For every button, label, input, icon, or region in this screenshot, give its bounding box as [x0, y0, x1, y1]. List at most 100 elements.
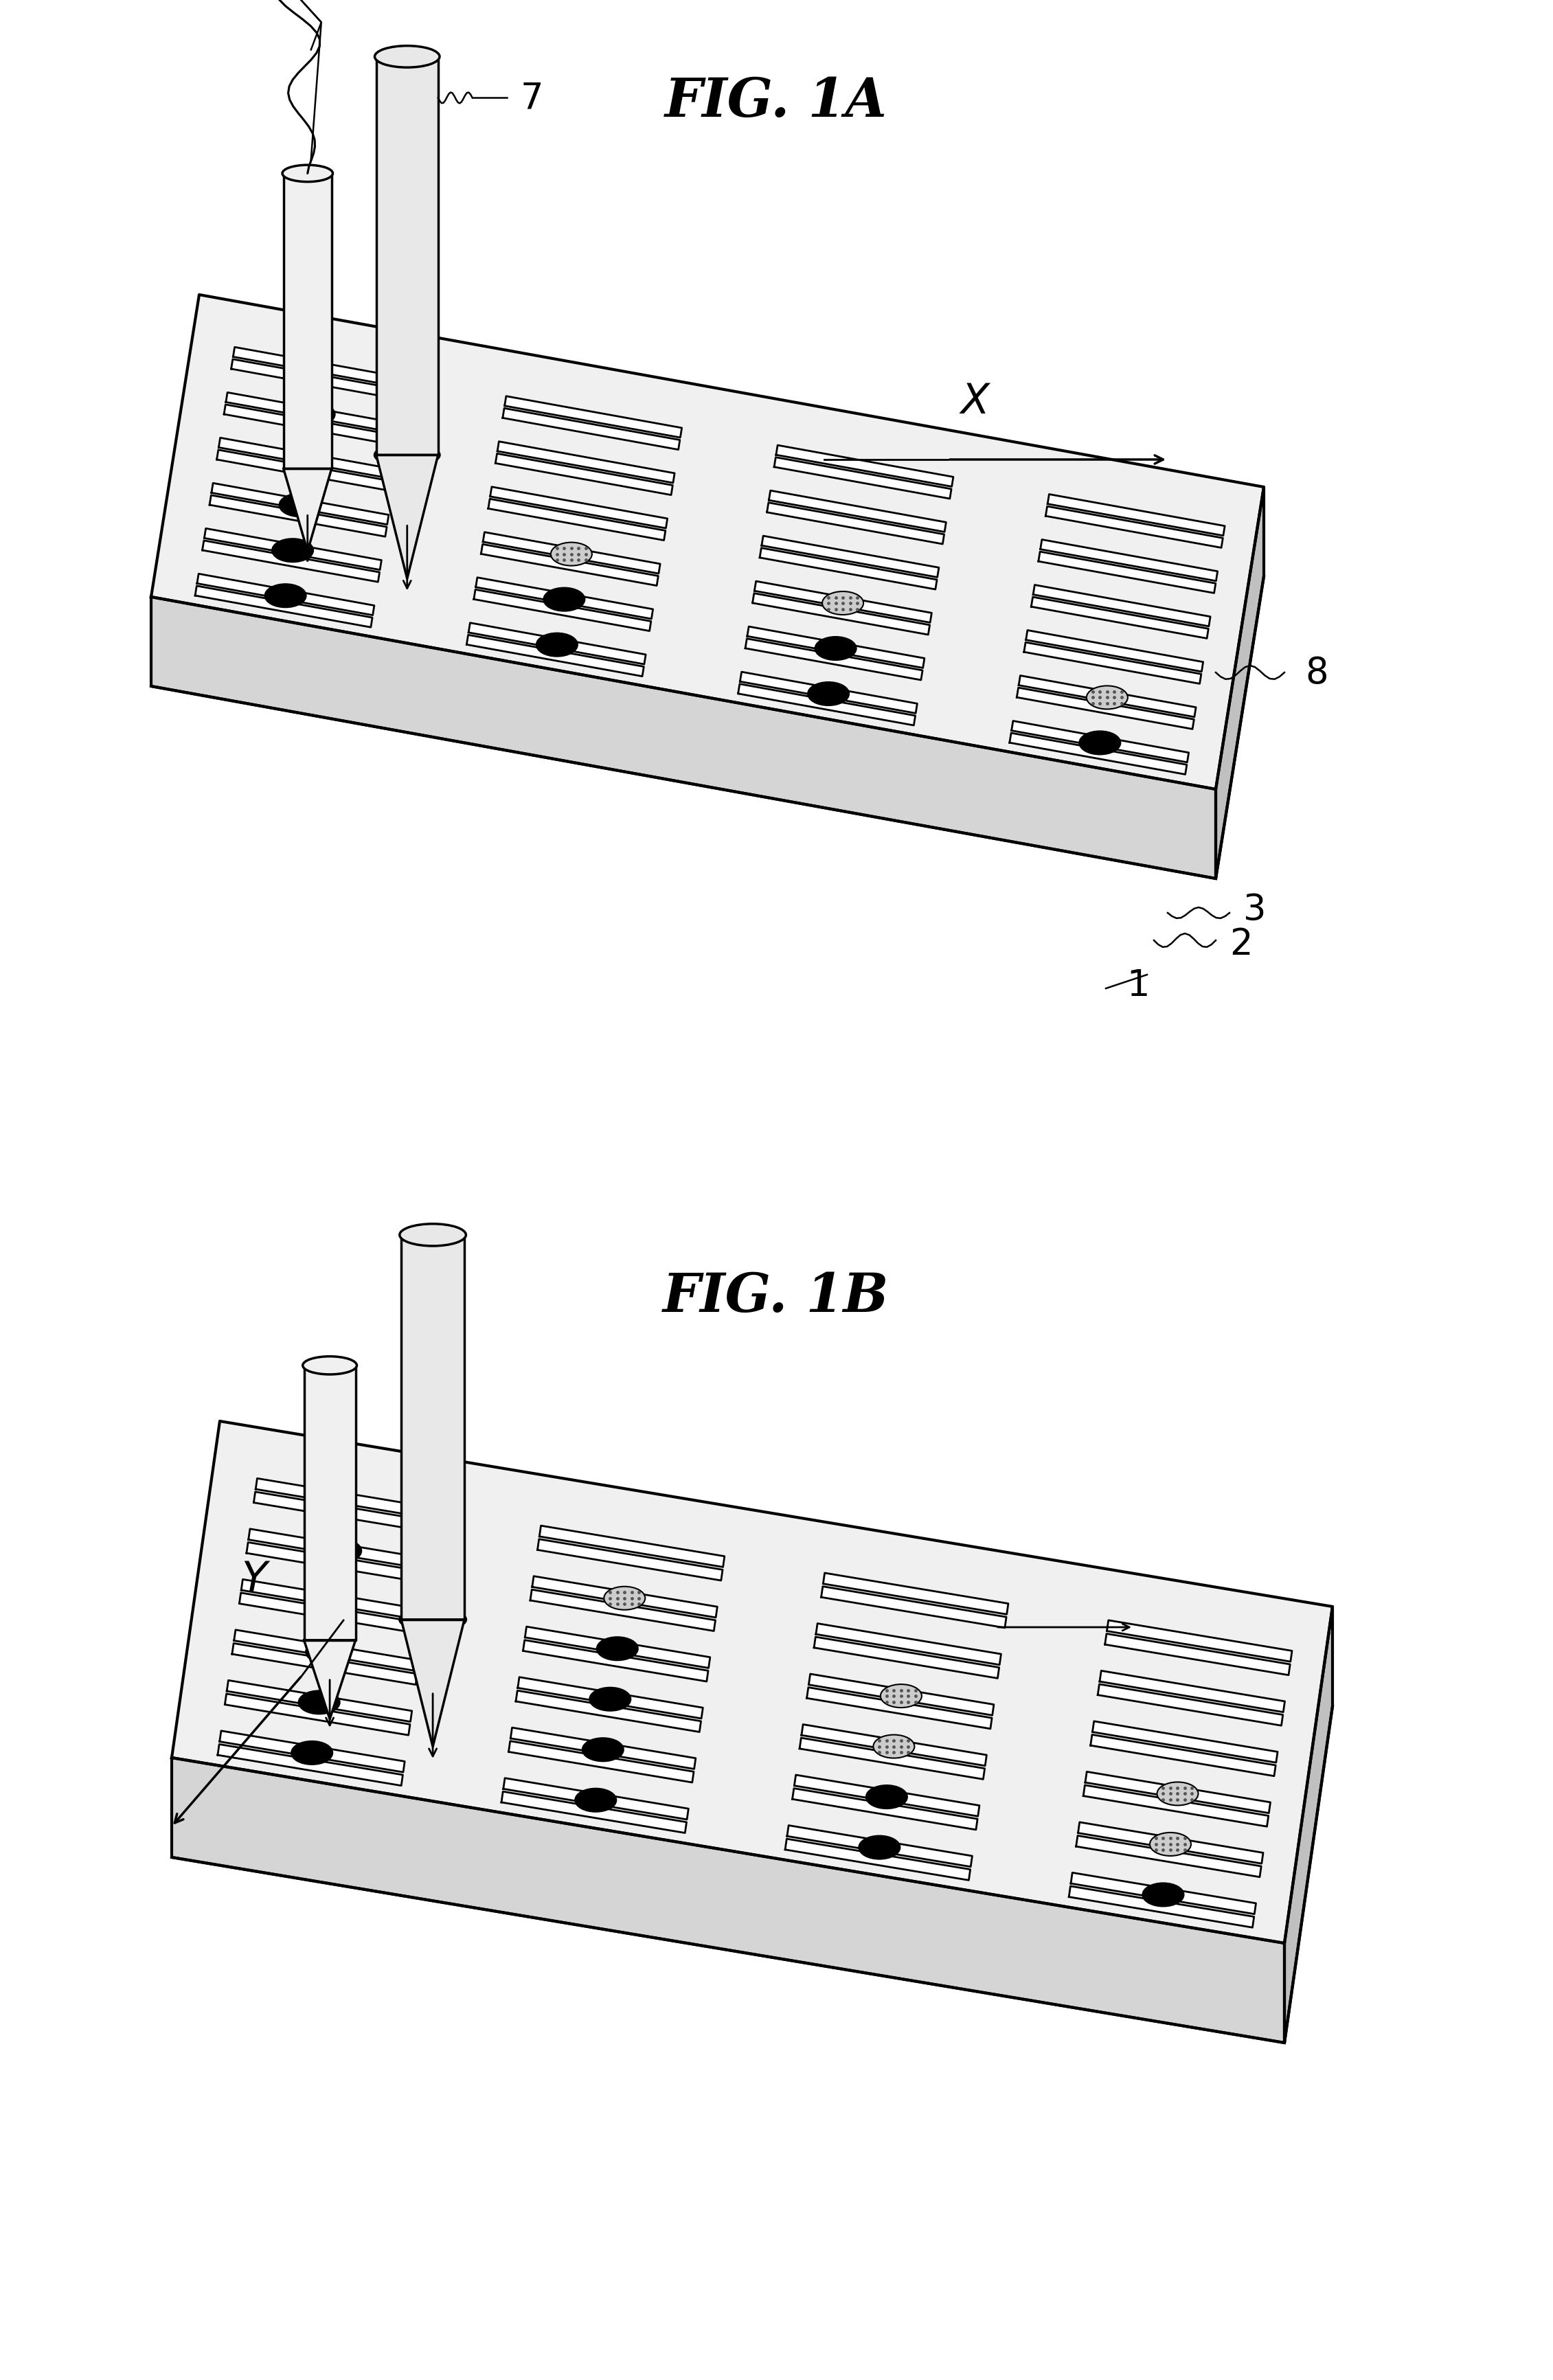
Ellipse shape — [1079, 731, 1121, 754]
Polygon shape — [815, 1623, 1002, 1666]
Ellipse shape — [374, 48, 439, 69]
Ellipse shape — [294, 402, 335, 426]
Polygon shape — [776, 445, 954, 488]
Polygon shape — [401, 1621, 464, 1747]
Polygon shape — [225, 1695, 410, 1735]
Polygon shape — [539, 1526, 725, 1568]
Polygon shape — [488, 500, 666, 540]
Polygon shape — [530, 1590, 716, 1630]
Polygon shape — [210, 495, 387, 538]
Text: 8: 8 — [1305, 655, 1328, 690]
Polygon shape — [376, 57, 438, 455]
Polygon shape — [253, 1492, 439, 1533]
Polygon shape — [794, 1775, 980, 1816]
Polygon shape — [1284, 1606, 1332, 2042]
Polygon shape — [792, 1787, 977, 1830]
Ellipse shape — [374, 445, 439, 466]
Polygon shape — [747, 626, 924, 669]
Text: FIG. 1A: FIG. 1A — [665, 76, 887, 129]
Polygon shape — [466, 635, 644, 676]
Ellipse shape — [292, 1742, 332, 1764]
Polygon shape — [227, 1680, 412, 1721]
Ellipse shape — [286, 447, 328, 471]
Ellipse shape — [575, 1790, 617, 1811]
Polygon shape — [205, 528, 382, 571]
Polygon shape — [1107, 1621, 1292, 1661]
Polygon shape — [769, 490, 946, 533]
Polygon shape — [1104, 1635, 1291, 1676]
Polygon shape — [1100, 1671, 1284, 1711]
Polygon shape — [233, 347, 410, 388]
Polygon shape — [1033, 585, 1210, 626]
Polygon shape — [738, 685, 915, 726]
Ellipse shape — [1087, 685, 1127, 709]
Ellipse shape — [399, 1223, 466, 1247]
Polygon shape — [217, 1745, 402, 1785]
Polygon shape — [1078, 1823, 1263, 1864]
Polygon shape — [241, 1580, 427, 1621]
Text: 1: 1 — [1126, 969, 1149, 1004]
Polygon shape — [516, 1690, 700, 1733]
Polygon shape — [217, 450, 394, 493]
Polygon shape — [517, 1678, 704, 1718]
Polygon shape — [231, 359, 408, 402]
Polygon shape — [1216, 488, 1264, 878]
Ellipse shape — [298, 1690, 340, 1714]
Polygon shape — [1076, 1835, 1261, 1878]
Ellipse shape — [306, 1640, 346, 1664]
Text: 7: 7 — [520, 81, 544, 117]
Polygon shape — [248, 1528, 433, 1571]
Polygon shape — [741, 671, 918, 714]
Polygon shape — [745, 640, 922, 681]
Polygon shape — [503, 409, 680, 450]
Ellipse shape — [283, 167, 332, 183]
Polygon shape — [1041, 540, 1218, 581]
Ellipse shape — [867, 1785, 907, 1809]
Polygon shape — [197, 574, 374, 616]
Polygon shape — [284, 174, 332, 469]
Ellipse shape — [1157, 1783, 1199, 1806]
Ellipse shape — [314, 1590, 354, 1614]
Polygon shape — [196, 585, 373, 628]
Polygon shape — [211, 483, 388, 526]
Polygon shape — [172, 1421, 1332, 1944]
Polygon shape — [475, 578, 652, 619]
Polygon shape — [304, 1366, 356, 1640]
Polygon shape — [172, 1759, 1284, 2042]
Polygon shape — [151, 295, 1264, 790]
Polygon shape — [502, 1792, 686, 1833]
Ellipse shape — [399, 1609, 466, 1630]
Polygon shape — [822, 1587, 1006, 1628]
Ellipse shape — [815, 638, 856, 662]
Ellipse shape — [303, 1357, 357, 1376]
Polygon shape — [483, 533, 660, 574]
Ellipse shape — [604, 1587, 644, 1609]
Polygon shape — [225, 393, 404, 436]
Polygon shape — [219, 438, 396, 481]
Polygon shape — [786, 1840, 971, 1880]
Polygon shape — [1009, 733, 1186, 776]
Polygon shape — [376, 455, 438, 578]
Polygon shape — [1084, 1785, 1269, 1828]
Text: 3: 3 — [1244, 892, 1266, 928]
Polygon shape — [787, 1825, 972, 1866]
Polygon shape — [1017, 688, 1194, 731]
Ellipse shape — [873, 1735, 915, 1759]
Polygon shape — [481, 545, 658, 585]
Polygon shape — [759, 547, 936, 590]
Polygon shape — [284, 469, 332, 552]
Polygon shape — [1092, 1721, 1278, 1764]
Text: X: X — [961, 381, 989, 421]
Polygon shape — [235, 1630, 419, 1671]
Polygon shape — [219, 1730, 405, 1773]
Polygon shape — [808, 1687, 992, 1728]
Polygon shape — [525, 1628, 710, 1668]
Polygon shape — [231, 1645, 418, 1685]
Polygon shape — [495, 455, 672, 495]
Polygon shape — [247, 1542, 432, 1585]
Polygon shape — [202, 540, 379, 583]
Polygon shape — [497, 443, 674, 483]
Polygon shape — [509, 1742, 694, 1783]
Polygon shape — [767, 502, 944, 545]
Polygon shape — [505, 397, 682, 438]
